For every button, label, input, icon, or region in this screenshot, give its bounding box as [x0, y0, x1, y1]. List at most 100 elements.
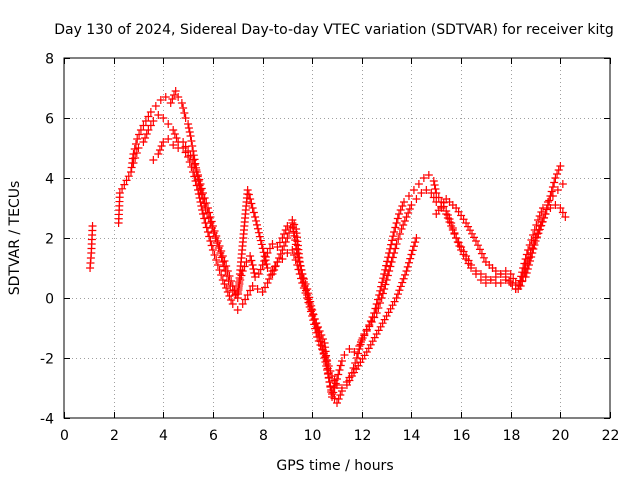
data-point-marker	[556, 162, 565, 170]
data-point-marker	[540, 213, 549, 222]
data-point-marker	[327, 386, 336, 394]
data-point-marker	[233, 306, 242, 314]
data-point-marker	[141, 134, 150, 142]
data-point-marker	[257, 240, 266, 249]
data-point-marker	[388, 301, 397, 310]
data-point-marker	[404, 192, 413, 200]
data-point-marker	[222, 262, 231, 270]
data-point-marker	[471, 237, 480, 245]
data-point-marker	[263, 264, 272, 272]
data-point-marker	[301, 280, 310, 288]
data-point-marker	[323, 370, 332, 378]
data-point-marker	[538, 217, 547, 226]
data-point-marker	[132, 149, 141, 157]
data-point-marker	[326, 382, 335, 390]
data-point-marker	[187, 137, 196, 145]
data-point-marker	[275, 254, 284, 262]
data-point-marker	[464, 222, 473, 231]
data-point-marker	[189, 168, 198, 176]
data-point-marker	[276, 250, 285, 258]
data-point-marker	[475, 245, 484, 254]
data-point-marker	[365, 322, 374, 331]
data-point-marker	[170, 91, 179, 99]
data-point-marker	[141, 117, 150, 125]
data-point-marker	[220, 257, 229, 265]
data-point-marker	[174, 144, 183, 152]
data-point-marker	[396, 282, 405, 291]
data-point-marker	[246, 252, 255, 260]
data-point-marker	[411, 238, 420, 247]
chart-title: Day 130 of 2024, Sidereal Day-to-day VTE…	[54, 22, 614, 38]
data-point-marker	[181, 114, 190, 122]
data-point-marker	[548, 183, 557, 191]
data-point-marker	[194, 186, 203, 194]
data-point-marker	[265, 244, 274, 253]
x-axis-label: GPS time / hours	[276, 458, 393, 474]
data-point-marker	[553, 186, 562, 194]
data-point-marker	[431, 185, 440, 193]
data-point-marker	[227, 277, 236, 285]
data-point-marker	[212, 256, 221, 264]
axis-ticks: 0 2 4 6 8 10 12 14 16 18 20 22 -4 -2 0 2 4 6 8	[40, 52, 619, 445]
y-tick-label: -2	[40, 352, 54, 368]
data-point-marker	[194, 171, 203, 179]
data-point-marker	[256, 265, 265, 274]
y-tick-label: -4	[40, 412, 54, 428]
x-tick-label: 14	[403, 428, 421, 444]
data-point-marker	[164, 135, 173, 143]
data-point-marker	[265, 275, 274, 283]
data-point-marker	[469, 233, 478, 242]
data-point-marker	[223, 267, 232, 275]
data-point-marker	[345, 376, 354, 385]
data-point-marker	[414, 180, 423, 188]
data-point-marker	[191, 177, 200, 185]
data-point-marker	[205, 208, 214, 217]
data-point-marker	[185, 158, 194, 166]
data-point-marker	[213, 237, 222, 245]
data-point-marker	[280, 242, 289, 250]
data-point-marker	[215, 266, 224, 274]
data-point-marker	[545, 196, 554, 205]
data-point-marker	[328, 372, 337, 380]
data-point-marker	[550, 178, 559, 187]
data-point-marker	[184, 147, 193, 155]
x-tick-label: 20	[552, 428, 570, 444]
data-point-marker	[402, 213, 411, 221]
data-point-marker	[355, 345, 364, 353]
data-point-marker	[340, 351, 349, 359]
data-point-marker	[377, 294, 386, 302]
data-point-marker	[294, 253, 303, 262]
data-point-marker	[367, 318, 376, 326]
data-point-marker	[403, 262, 412, 271]
y-tick-label: 0	[45, 292, 54, 308]
data-point-marker	[336, 361, 345, 370]
data-point-marker	[412, 195, 421, 203]
data-point-marker	[366, 340, 375, 349]
data-point-marker	[334, 370, 343, 379]
data-point-marker	[556, 204, 565, 212]
data-point-marker	[169, 141, 178, 149]
data-point-marker	[422, 186, 431, 194]
data-point-marker	[289, 227, 298, 236]
data-point-marker	[186, 132, 195, 140]
data-point-marker	[307, 301, 316, 310]
data-point-marker	[400, 217, 409, 225]
y-axis-label: SDTVAR / TECUs	[7, 181, 23, 296]
data-point-marker	[321, 358, 330, 366]
data-point-marker	[350, 348, 359, 356]
data-point-marker	[299, 275, 308, 283]
data-point-marker	[260, 252, 269, 261]
data-point-marker	[399, 274, 408, 283]
data-point-marker	[381, 280, 390, 289]
data-point-marker	[439, 198, 448, 207]
data-point-marker	[305, 293, 314, 302]
data-point-marker	[486, 276, 495, 284]
data-point-marker	[247, 199, 256, 208]
x-tick-label: 4	[159, 428, 168, 444]
data-point-marker	[252, 216, 261, 225]
data-point-marker	[529, 245, 538, 253]
data-point-marker	[477, 249, 486, 258]
data-point-marker	[388, 236, 397, 245]
data-point-marker	[399, 221, 408, 229]
data-point-marker	[462, 252, 471, 260]
